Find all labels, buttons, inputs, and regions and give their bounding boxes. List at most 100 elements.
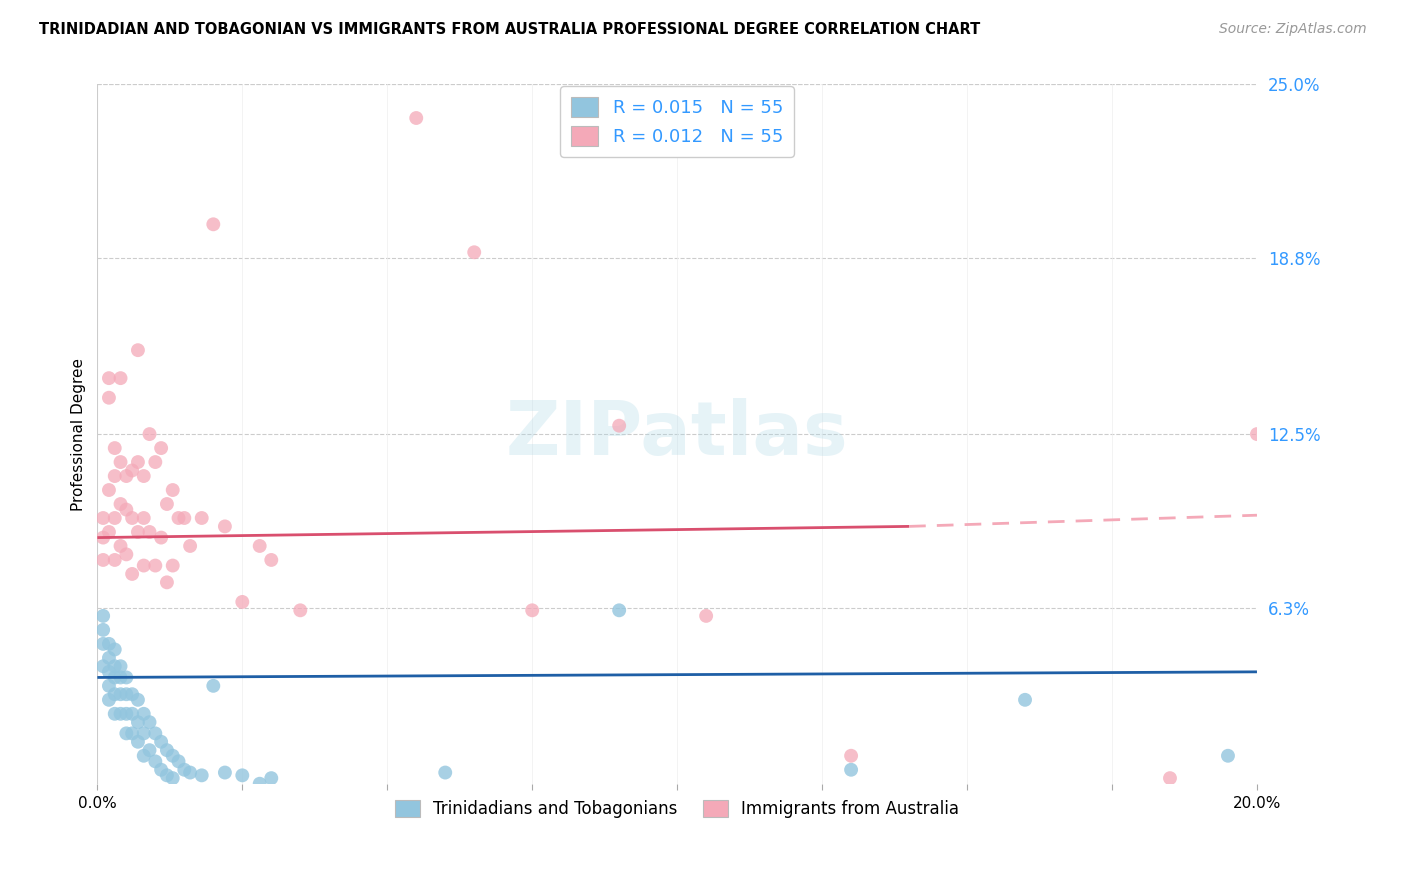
Point xyxy=(150,441,173,455)
Point xyxy=(143,726,166,740)
Point xyxy=(143,755,166,769)
Point xyxy=(839,763,862,777)
Point xyxy=(115,687,138,701)
Point xyxy=(463,245,485,260)
Point xyxy=(121,687,143,701)
Point xyxy=(115,502,138,516)
Text: TRINIDADIAN AND TOBAGONIAN VS IMMIGRANTS FROM AUSTRALIA PROFESSIONAL DEGREE CORR: TRINIDADIAN AND TOBAGONIAN VS IMMIGRANTS… xyxy=(39,22,980,37)
Point xyxy=(110,539,132,553)
Point xyxy=(127,455,149,469)
Point xyxy=(143,558,166,573)
Point xyxy=(162,483,184,497)
Point xyxy=(249,777,271,791)
Point xyxy=(104,553,127,567)
Point xyxy=(104,687,127,701)
Point xyxy=(127,715,149,730)
Point xyxy=(214,765,236,780)
Point xyxy=(110,371,132,385)
Point xyxy=(121,726,143,740)
Point xyxy=(132,748,155,763)
Point xyxy=(156,768,179,782)
Point xyxy=(202,217,225,231)
Point xyxy=(132,726,155,740)
Point xyxy=(138,743,160,757)
Point xyxy=(249,539,271,553)
Point xyxy=(110,659,132,673)
Point xyxy=(156,497,179,511)
Point xyxy=(260,771,283,785)
Y-axis label: Professional Degree: Professional Degree xyxy=(72,358,86,510)
Point xyxy=(110,670,132,684)
Point xyxy=(97,391,120,405)
Point xyxy=(121,566,143,581)
Point xyxy=(695,608,717,623)
Point xyxy=(110,706,132,721)
Point xyxy=(132,511,155,525)
Point xyxy=(110,455,132,469)
Point xyxy=(97,524,120,539)
Point xyxy=(1159,771,1181,785)
Point xyxy=(121,511,143,525)
Point xyxy=(115,670,138,684)
Point xyxy=(121,706,143,721)
Point xyxy=(150,763,173,777)
Point xyxy=(405,111,427,125)
Point xyxy=(179,539,201,553)
Point xyxy=(138,715,160,730)
Point xyxy=(214,519,236,533)
Point xyxy=(1216,748,1239,763)
Point xyxy=(162,748,184,763)
Point xyxy=(127,524,149,539)
Point xyxy=(522,603,544,617)
Point xyxy=(231,595,253,609)
Point xyxy=(104,642,127,657)
Point xyxy=(190,511,212,525)
Point xyxy=(179,765,201,780)
Point xyxy=(91,637,114,651)
Point xyxy=(97,637,120,651)
Point xyxy=(162,558,184,573)
Point xyxy=(290,603,312,617)
Point xyxy=(91,511,114,525)
Point xyxy=(132,469,155,483)
Point xyxy=(104,706,127,721)
Point xyxy=(115,469,138,483)
Point xyxy=(173,511,195,525)
Point xyxy=(127,343,149,358)
Point xyxy=(607,418,630,433)
Point xyxy=(231,768,253,782)
Point xyxy=(104,441,127,455)
Point xyxy=(110,687,132,701)
Point xyxy=(162,771,184,785)
Point xyxy=(156,575,179,590)
Point xyxy=(97,693,120,707)
Point xyxy=(839,748,862,763)
Point xyxy=(97,665,120,679)
Legend: Trinidadians and Tobagonians, Immigrants from Australia: Trinidadians and Tobagonians, Immigrants… xyxy=(388,793,966,824)
Point xyxy=(132,706,155,721)
Point xyxy=(150,531,173,545)
Text: ZIPatlas: ZIPatlas xyxy=(506,398,848,471)
Point xyxy=(91,623,114,637)
Point xyxy=(104,670,127,684)
Point xyxy=(132,558,155,573)
Point xyxy=(104,511,127,525)
Point xyxy=(127,693,149,707)
Point xyxy=(1014,693,1036,707)
Point xyxy=(190,768,212,782)
Point xyxy=(138,427,160,442)
Point xyxy=(167,755,190,769)
Point xyxy=(91,531,114,545)
Point xyxy=(115,726,138,740)
Point xyxy=(97,483,120,497)
Point xyxy=(104,469,127,483)
Point xyxy=(202,679,225,693)
Point xyxy=(167,511,190,525)
Point xyxy=(115,706,138,721)
Point xyxy=(115,547,138,561)
Point xyxy=(156,743,179,757)
Point xyxy=(434,765,457,780)
Point xyxy=(121,463,143,477)
Point xyxy=(150,735,173,749)
Point xyxy=(91,659,114,673)
